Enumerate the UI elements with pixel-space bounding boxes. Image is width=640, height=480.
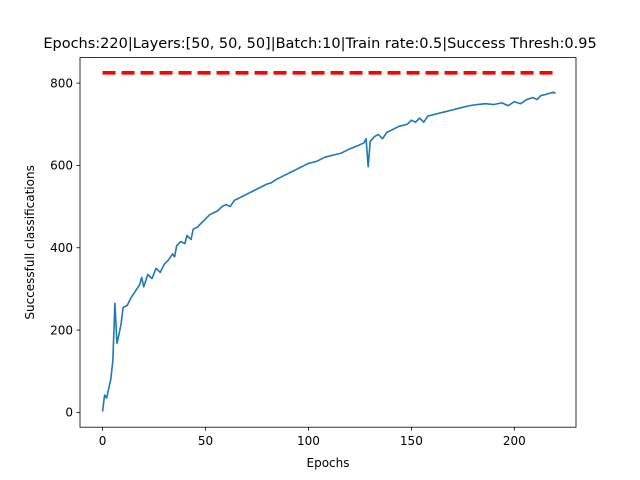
x-axis-label: Epochs <box>307 456 350 470</box>
x-tick-label: 50 <box>198 434 213 448</box>
classification-line <box>101 91 556 412</box>
axes-frame <box>79 57 577 428</box>
y-tick-label: 200 <box>50 323 73 337</box>
y-axis-label: Successfull classifications <box>23 165 37 320</box>
y-tick-label: 600 <box>50 159 73 173</box>
plot-area <box>101 71 556 412</box>
y-tick-label: 800 <box>50 76 73 90</box>
axis-ticks: 0 50 100 150 200 0 200 400 600 800 <box>50 76 526 448</box>
x-tick-label: 150 <box>400 434 423 448</box>
x-tick-label: 200 <box>503 434 526 448</box>
y-tick-label: 400 <box>50 241 73 255</box>
x-tick-label: 100 <box>297 434 320 448</box>
chart-title: Epochs:220|Layers:[50, 50, 50]|Batch:10|… <box>43 36 596 52</box>
y-tick-label: 0 <box>65 406 73 420</box>
x-tick-label: 0 <box>99 434 107 448</box>
